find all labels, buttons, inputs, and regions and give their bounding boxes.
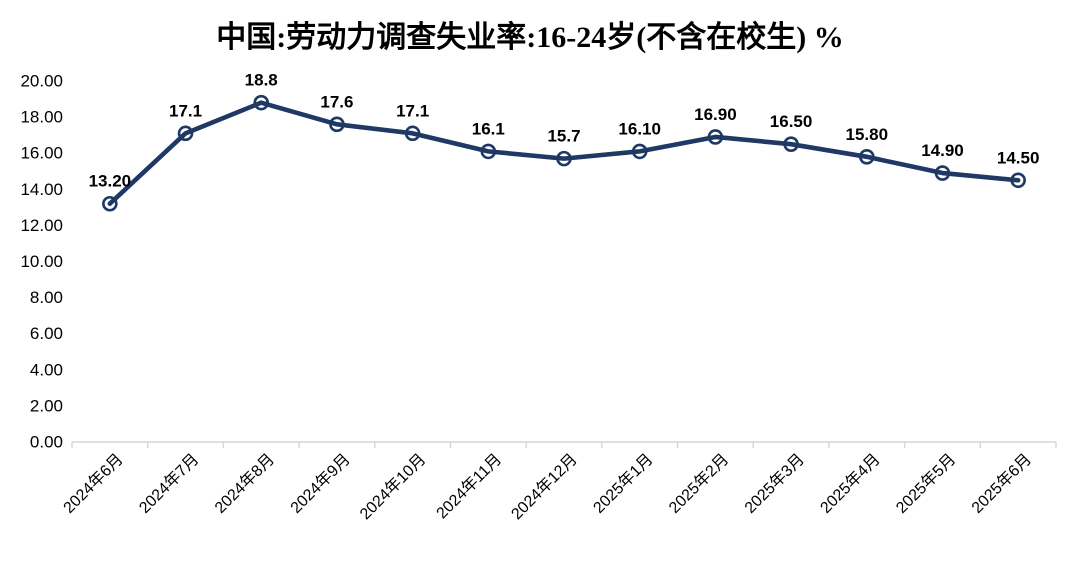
x-tick-label: 2024年9月 [287, 450, 354, 517]
data-point-label: 17.1 [396, 101, 429, 120]
data-point-marker [934, 165, 951, 181]
data-point-marker [177, 125, 194, 142]
data-point-marker [404, 125, 421, 142]
x-tick-label: 2025年5月 [892, 450, 959, 517]
data-point-label: 15.7 [547, 127, 580, 146]
data-point-marker [1010, 172, 1026, 189]
data-point-marker [556, 150, 572, 167]
data-point-marker [480, 143, 497, 160]
x-tick-label: 2024年6月 [60, 450, 127, 517]
data-point-label: 17.6 [320, 92, 353, 111]
y-tick-label: 18.00 [20, 108, 63, 127]
data-point-label: 16.10 [618, 119, 661, 138]
chart-title: 中国:劳动力调查失业率:16-24岁(不含在校生) % [216, 21, 844, 54]
x-tick-label: 2024年7月 [136, 450, 203, 517]
data-point-marker [253, 94, 270, 111]
y-tick-label: 8.00 [30, 288, 63, 307]
x-tick-label: 2024年11月 [433, 450, 505, 522]
x-tick-label: 2025年1月 [590, 450, 657, 517]
data-point-label: 16.50 [770, 112, 813, 131]
data-point-label: 16.90 [694, 105, 737, 124]
y-tick-label: 2.00 [30, 396, 63, 415]
data-point-label: 16.1 [472, 119, 505, 138]
data-point-label: 13.20 [89, 172, 132, 191]
data-point-marker [631, 143, 648, 160]
x-tick-label: 2025年4月 [817, 450, 884, 517]
y-tick-label: 6.00 [30, 324, 63, 343]
y-tick-label: 10.00 [20, 252, 63, 271]
x-tick-label: 2024年12月 [508, 450, 581, 523]
y-tick-label: 14.00 [20, 180, 63, 199]
data-point-marker [783, 136, 799, 152]
y-tick-label: 4.00 [30, 360, 63, 379]
series-line [107, 100, 1021, 207]
x-tick-label: 2025年2月 [665, 450, 732, 517]
data-point-marker [329, 116, 345, 133]
y-tick-label: 0.00 [30, 433, 63, 452]
data-point-label: 14.90 [921, 141, 964, 160]
data-point-marker [102, 195, 118, 212]
x-tick-label: 2025年3月 [741, 450, 808, 517]
data-point-marker [707, 129, 724, 145]
data-point-label: 15.80 [845, 125, 888, 144]
x-tick-label: 2025年6月 [968, 450, 1035, 517]
data-point-label: 18.8 [245, 71, 278, 90]
x-tick-label: 2024年10月 [356, 450, 429, 523]
data-point-marker [858, 149, 875, 165]
y-tick-label: 20.00 [20, 72, 63, 91]
y-tick-label: 12.00 [20, 216, 63, 235]
data-point-label: 14.50 [997, 148, 1040, 167]
data-point-label: 17.1 [169, 101, 202, 120]
y-tick-label: 16.00 [20, 144, 63, 163]
x-tick-label: 2024年8月 [211, 450, 278, 517]
